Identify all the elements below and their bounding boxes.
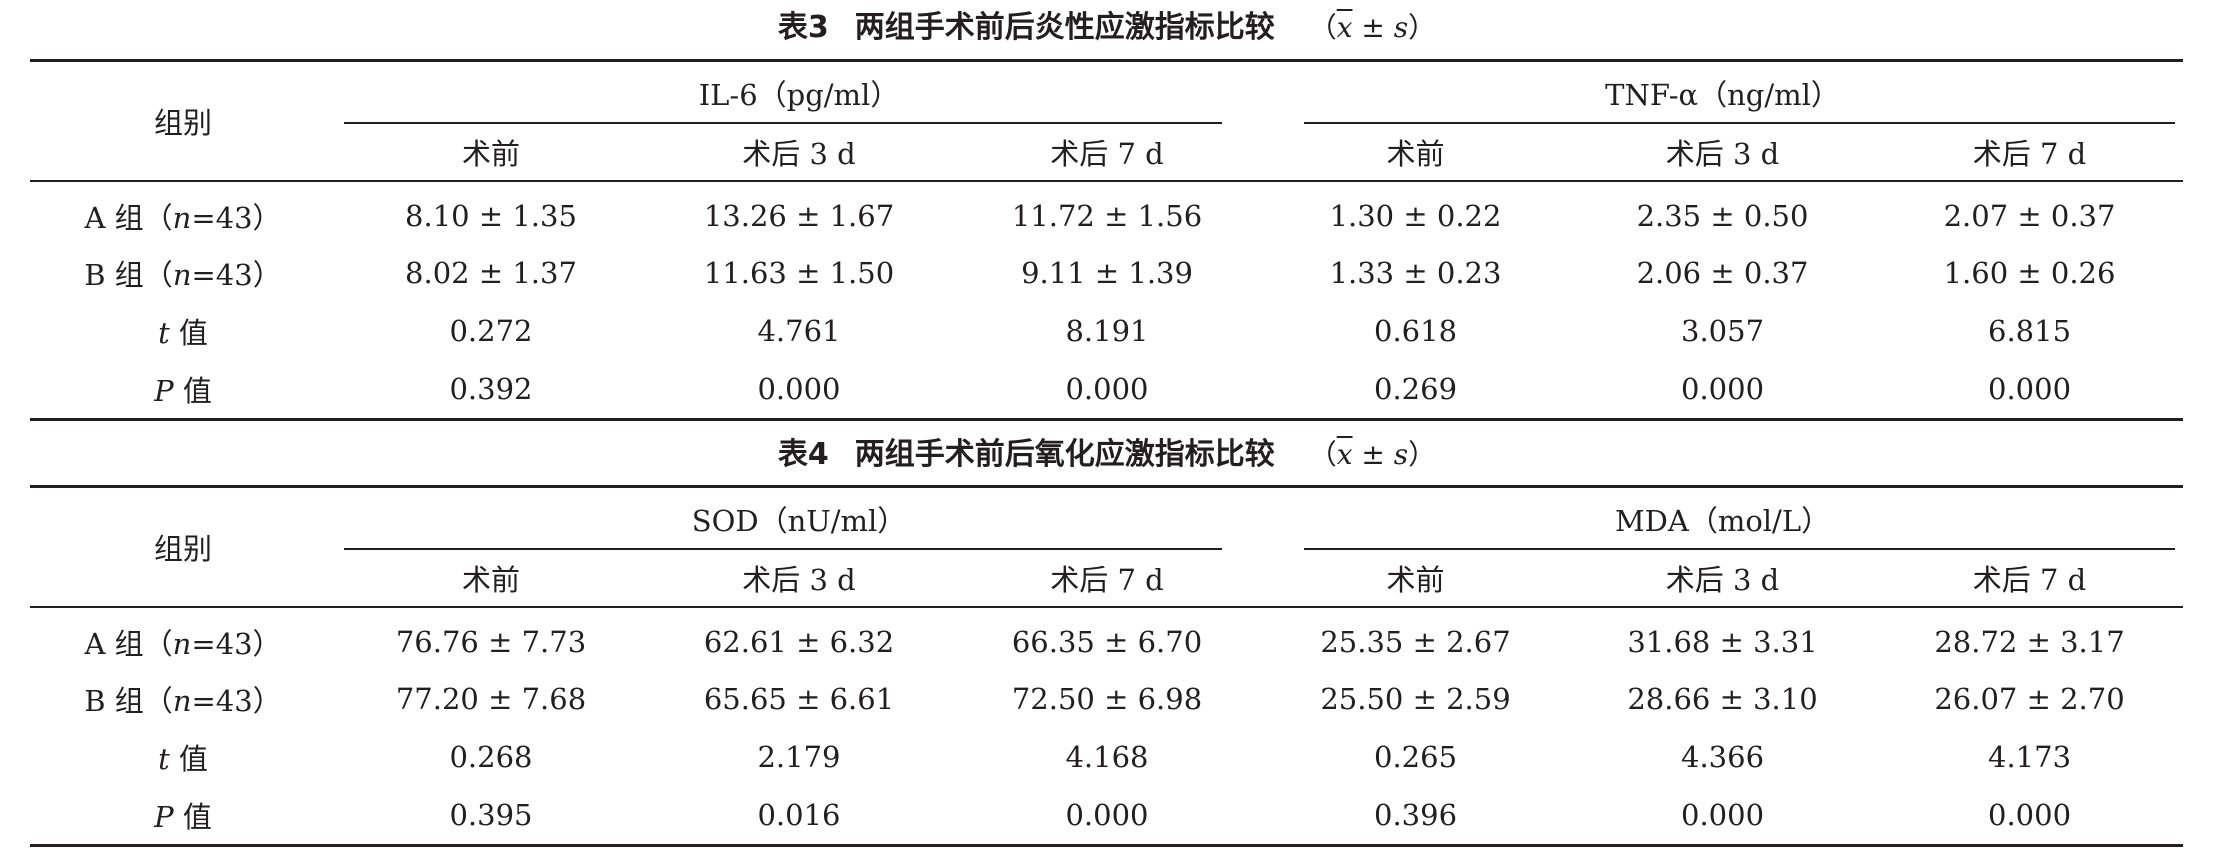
table-cell: 4.173 <box>1988 740 2072 774</box>
table-row: A 组（n=43） 8.10 ± 1.35 13.26 ± 1.67 11.72… <box>30 181 2183 244</box>
table-cell: 0.268 <box>449 740 533 774</box>
table-4-header-row-1: 组别 SOD（nU/ml） MDA（mol/L） <box>30 486 2184 566</box>
subheader-preop: 术前 <box>1386 137 1445 171</box>
subheader-preop: 术前 <box>461 563 520 597</box>
table-3-label: 表3 <box>777 10 829 45</box>
table-row: P 值 0.392 0.000 0.000 0.269 0.000 0.000 <box>30 360 2183 420</box>
table-cell: 0.000 <box>1988 798 2072 832</box>
subheader-postop-3d: 术后 3 d <box>1665 137 1780 171</box>
table-cell: 13.26 ± 1.67 <box>703 199 895 233</box>
table-row: t 值 0.268 2.179 4.168 0.265 4.366 4.173 <box>30 728 2183 786</box>
table-cell: 0.000 <box>1681 372 1765 406</box>
table-cell: 0.396 <box>1374 798 1458 832</box>
table-cell: 9.11 ± 1.39 <box>1021 256 1193 290</box>
row-label: B 组（n=43） <box>84 258 282 292</box>
metric-header-sod: SOD（nU/ml） <box>336 487 1262 550</box>
metric-header-il6: IL-6（pg/ml） <box>336 61 1262 124</box>
table-cell: 4.366 <box>1681 740 1765 774</box>
table-cell: 0.000 <box>1988 372 2072 406</box>
table-cell: 4.761 <box>757 314 841 348</box>
table-4-caption: 表4 两组手术前后氧化应激指标比较 （x ± s） <box>0 437 2214 473</box>
table-cell: 1.30 ± 0.22 <box>1329 199 1502 233</box>
table-cell: 2.07 ± 0.37 <box>1943 199 2116 233</box>
table-cell: 1.33 ± 0.23 <box>1329 256 1502 290</box>
table-4-title: 两组手术前后氧化应激指标比较 <box>854 437 1275 472</box>
row-label: B 组（n=43） <box>84 684 282 718</box>
table-3-caption: 表3 两组手术前后炎性应激指标比较 （x ± s） <box>0 10 2214 46</box>
table-cell: 2.06 ± 0.37 <box>1636 256 1809 290</box>
table-cell: 8.02 ± 1.37 <box>405 256 577 290</box>
table-cell: 8.10 ± 1.35 <box>405 199 577 233</box>
subheader-postop-7d: 术后 7 d <box>1972 137 2087 171</box>
metric-header-mda: MDA（mol/L） <box>1262 487 2183 550</box>
table-cell: 0.000 <box>757 372 841 406</box>
table-cell: 6.815 <box>1988 314 2072 348</box>
table-cell: 0.272 <box>449 314 533 348</box>
subheader-preop: 术前 <box>461 137 520 171</box>
table-4: 组别 SOD（nU/ml） MDA（mol/L） 术前 术后 3 d 术后 7 … <box>30 485 2184 847</box>
table-cell: 11.63 ± 1.50 <box>703 256 895 290</box>
row-label: A 组（n=43） <box>84 627 282 661</box>
table-cell: 25.50 ± 2.59 <box>1320 682 1511 716</box>
table-3-title: 两组手术前后炎性应激指标比较 <box>854 10 1275 45</box>
table-cell: 65.65 ± 6.61 <box>703 682 895 716</box>
table-cell: 0.016 <box>757 798 841 832</box>
table-cell: 72.50 ± 6.98 <box>1011 682 1203 716</box>
table-row: t 值 0.272 4.761 8.191 0.618 3.057 6.815 <box>30 302 2183 360</box>
table-cell: 0.618 <box>1374 314 1458 348</box>
table-row: A 组（n=43） 76.76 ± 7.73 62.61 ± 6.32 66.3… <box>30 607 2183 670</box>
table-4-stat-notation: （x ± s） <box>1308 438 1437 471</box>
table-cell: 66.35 ± 6.70 <box>1011 625 1203 659</box>
table-cell: 26.07 ± 2.70 <box>1934 682 2125 716</box>
metric-header-tnf: TNF-α（ng/ml） <box>1262 61 2183 124</box>
table-cell: 11.72 ± 1.56 <box>1011 199 1203 233</box>
table-cell: 0.000 <box>1681 798 1765 832</box>
table-cell: 0.000 <box>1065 372 1149 406</box>
row-label: P 值 <box>154 374 212 408</box>
subheader-postop-3d: 术后 3 d <box>1665 563 1780 597</box>
table-3: 组别 IL-6（pg/ml） TNF-α（ng/ml） 术前 术后 3 d 术后… <box>30 59 2184 421</box>
table-cell: 0.000 <box>1065 798 1149 832</box>
table-4-header-row-2: 术前 术后 3 d 术后 7 d 术前 术后 3 d 术后 7 d <box>30 550 2184 607</box>
row-label: t 值 <box>158 316 208 350</box>
table-cell: 28.72 ± 3.17 <box>1934 625 2125 659</box>
table-cell: 76.76 ± 7.73 <box>395 625 587 659</box>
group-column-header: 组别 <box>153 532 212 566</box>
table-row: B 组（n=43） 77.20 ± 7.68 65.65 ± 6.61 72.5… <box>30 670 2183 728</box>
group-column-header: 组别 <box>153 106 212 140</box>
row-label: P 值 <box>154 800 212 834</box>
table-cell: 0.392 <box>449 372 533 406</box>
table-3-header-row-1: 组别 IL-6（pg/ml） TNF-α（ng/ml） <box>30 60 2184 140</box>
table-cell: 2.179 <box>757 740 841 774</box>
table-3-stat-notation: （x ± s） <box>1308 11 1437 44</box>
table-cell: 3.057 <box>1681 314 1765 348</box>
table-cell: 62.61 ± 6.32 <box>703 625 895 659</box>
table-cell: 28.66 ± 3.10 <box>1627 682 1818 716</box>
table-cell: 77.20 ± 7.68 <box>395 682 587 716</box>
subheader-postop-7d: 术后 7 d <box>1972 563 2087 597</box>
table-cell: 1.60 ± 0.26 <box>1943 256 2116 290</box>
subheader-postop-7d: 术后 7 d <box>1050 137 1164 171</box>
table-cell: 31.68 ± 3.31 <box>1627 625 1818 659</box>
subheader-postop-3d: 术后 3 d <box>742 563 856 597</box>
table-cell: 0.395 <box>449 798 533 832</box>
table-cell: 2.35 ± 0.50 <box>1636 199 1809 233</box>
subheader-preop: 术前 <box>1386 563 1445 597</box>
table-cell: 4.168 <box>1065 740 1149 774</box>
table-cell: 0.269 <box>1374 372 1458 406</box>
table-row: B 组（n=43） 8.02 ± 1.37 11.63 ± 1.50 9.11 … <box>30 244 2183 302</box>
subheader-postop-7d: 术后 7 d <box>1050 563 1164 597</box>
table-cell: 25.35 ± 2.67 <box>1320 625 1511 659</box>
table-cell: 8.191 <box>1065 314 1149 348</box>
table-row: P 值 0.395 0.016 0.000 0.396 0.000 0.000 <box>30 786 2183 846</box>
row-label: t 值 <box>158 742 208 776</box>
table-3-header-row-2: 术前 术后 3 d 术后 7 d 术前 术后 3 d 术后 7 d <box>30 124 2184 181</box>
subheader-postop-3d: 术后 3 d <box>742 137 856 171</box>
row-label: A 组（n=43） <box>84 201 282 235</box>
table-cell: 0.265 <box>1374 740 1458 774</box>
table-4-label: 表4 <box>777 437 829 472</box>
